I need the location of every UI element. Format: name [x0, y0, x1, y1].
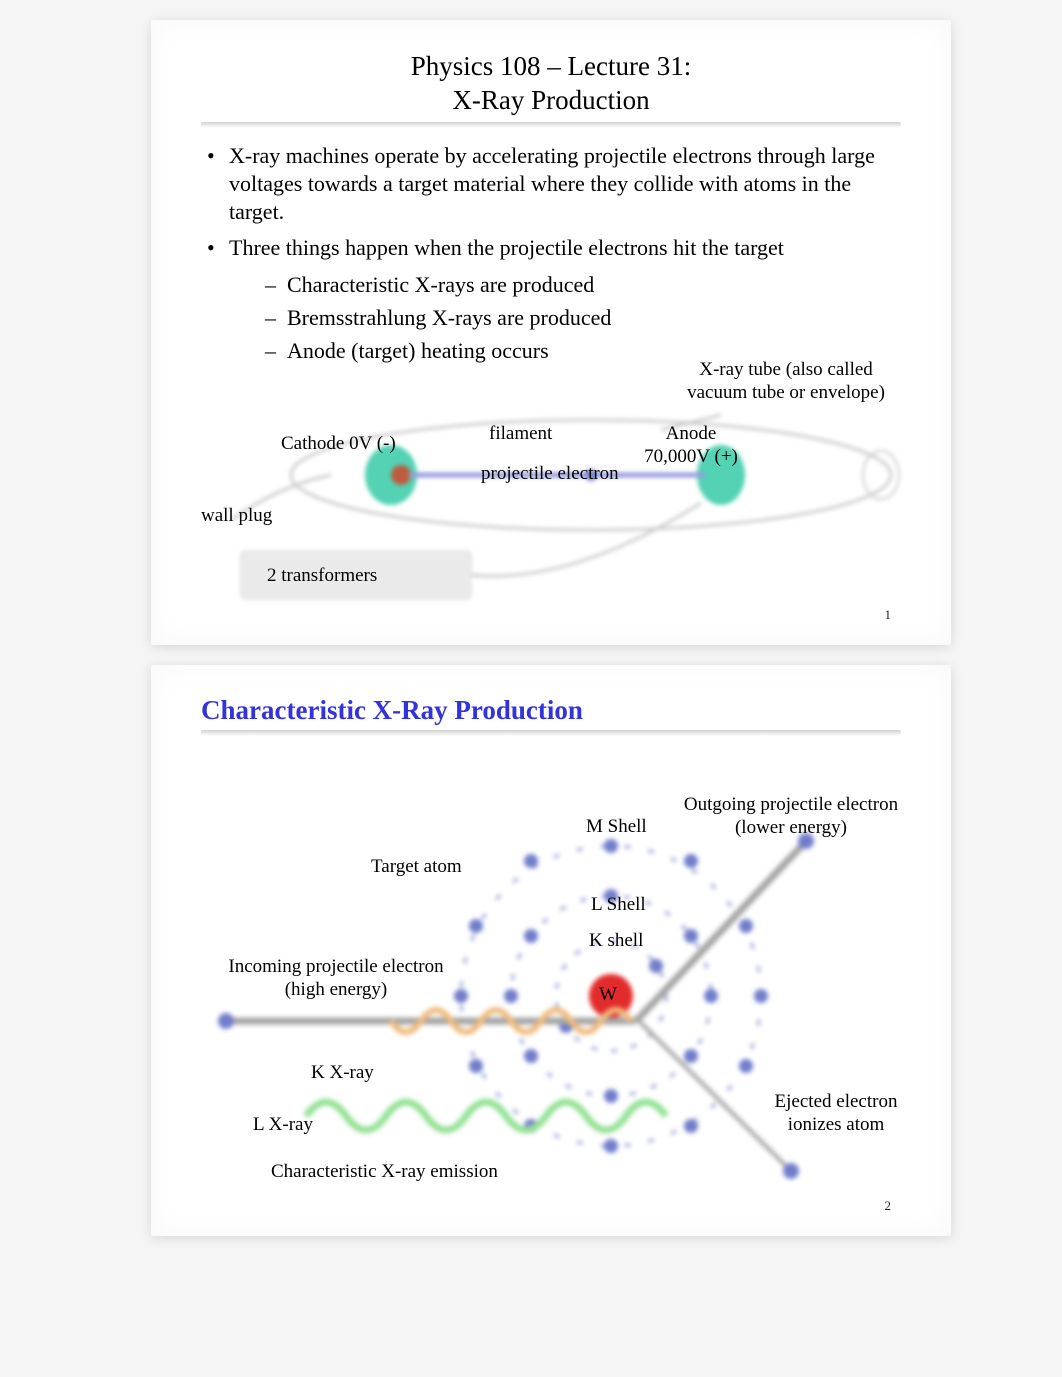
page-number-1: 1 [885, 607, 892, 623]
label-ejected-bot: ionizes atom [788, 1114, 885, 1135]
label-incoming-top: Incoming projectile electron [228, 956, 443, 977]
label-k-xray: K X-ray [311, 1062, 374, 1085]
label-l-xray: L X-ray [253, 1114, 313, 1137]
label-incoming-bot: (high energy) [285, 979, 388, 1000]
label-outgoing: Outgoing projectile electron (lower ener… [671, 794, 911, 840]
label-ejected: Ejected electron ionizes atom [751, 1091, 921, 1137]
label-l-shell: L Shell [591, 894, 646, 917]
bullet-2-text: Three things happen when the projectile … [229, 235, 784, 260]
label-cathode: Cathode 0V (-) [281, 433, 396, 456]
label-wallplug: wall plug [201, 505, 272, 528]
label-target-atom: Target atom [371, 856, 462, 879]
bullet-list: X-ray machines operate by accelerating p… [191, 142, 911, 368]
sub-1: Characteristic X-rays are produced [265, 268, 911, 301]
label-nucleus: W [599, 984, 617, 1007]
slide-2: Characteristic X-Ray Production [151, 665, 951, 1236]
label-transformers: 2 transformers [267, 565, 377, 588]
label-ejected-top: Ejected electron [775, 1091, 898, 1112]
label-char-emission: Characteristic X-ray emission [271, 1161, 498, 1184]
title-line1: Physics 108 – Lecture 31: [411, 51, 691, 81]
label-tube: X-ray tube (also called vacuum tube or e… [671, 359, 901, 405]
label-anode-top: Anode [666, 423, 717, 444]
label-outgoing-bot: (lower energy) [735, 817, 847, 838]
slide1-title: Physics 108 – Lecture 31: X-Ray Producti… [191, 50, 911, 118]
label-k-shell: K shell [589, 930, 643, 953]
page-number-2: 2 [885, 1198, 892, 1214]
label-m-shell: M Shell [586, 816, 647, 839]
slide2-title: Characteristic X-Ray Production [191, 695, 911, 726]
label-anode: Anode 70,000V (+) [631, 423, 751, 469]
label-outgoing-top: Outgoing projectile electron [684, 794, 898, 815]
atom-diagram: M Shell L Shell K shell Target atom W Ou… [191, 756, 911, 1196]
page-wrapper: Physics 108 – Lecture 31: X-Ray Producti… [20, 20, 1062, 1236]
sub-list: Characteristic X-rays are produced Brems… [229, 268, 911, 367]
bullet-1: X-ray machines operate by accelerating p… [201, 142, 911, 226]
xray-tube-diagram: X-ray tube (also called vacuum tube or e… [191, 375, 911, 605]
label-anode-bot: 70,000V (+) [644, 446, 738, 467]
title-underline-2 [201, 730, 901, 736]
slide-1: Physics 108 – Lecture 31: X-Ray Producti… [151, 20, 951, 645]
bullet-2: Three things happen when the projectile … [201, 234, 911, 367]
label-filament: filament [489, 423, 552, 446]
label-projectile: projectile electron [481, 463, 619, 486]
label-incoming: Incoming projectile electron (high energ… [221, 956, 451, 1002]
title-underline [201, 122, 901, 128]
title-line2: X-Ray Production [452, 85, 649, 115]
sub-2: Bremsstrahlung X-rays are produced [265, 301, 911, 334]
